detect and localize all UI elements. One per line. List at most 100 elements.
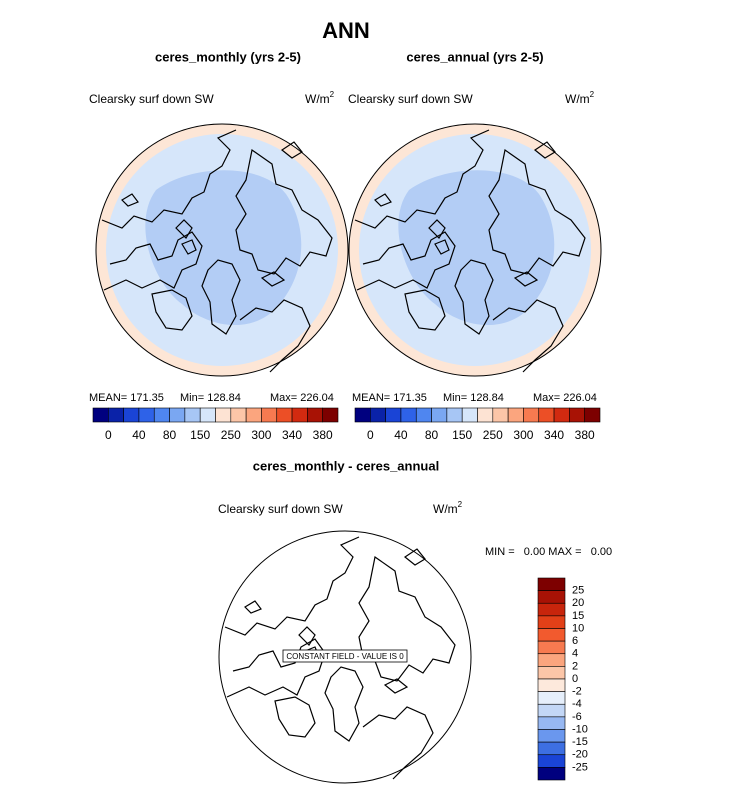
colorbar-box: [199, 407, 216, 423]
units: W/m: [565, 92, 590, 106]
colorbar-box: [537, 716, 566, 730]
colorbar-label: 80: [163, 428, 177, 442]
colorbar-box: [537, 666, 566, 680]
colorbar-box: [123, 407, 140, 423]
colorbar-label: 80: [425, 428, 439, 442]
annotation-box: [282, 649, 408, 663]
colorbar-box: [537, 577, 566, 591]
colorbar-box: [569, 407, 585, 423]
stats: MIN = 0.00 MAX = 0.00: [485, 546, 612, 558]
colorbar-box: [446, 407, 463, 423]
colorbar-box: [537, 653, 566, 667]
colorbar-box: [492, 407, 509, 423]
map-field: [145, 170, 302, 326]
colorbar-box: [523, 407, 540, 423]
colorbar-label: -4: [572, 698, 582, 710]
colorbar-box: [370, 407, 386, 423]
units: W/m: [305, 92, 330, 106]
units-label: W/m2: [433, 500, 463, 516]
colorbar-box: [276, 407, 293, 423]
colorbar-label: 4: [572, 648, 578, 660]
colorbar-box: [169, 407, 186, 423]
colorbar-label: 10: [572, 622, 584, 634]
colorbar-label: 380: [575, 428, 595, 442]
stat-label: Max= 226.04: [270, 392, 334, 404]
colorbar-box: [184, 407, 201, 423]
colorbar-box: [153, 407, 170, 423]
panel-title: ceres_annual (yrs 2-5): [406, 49, 543, 64]
map-field: [398, 170, 555, 326]
units-exponent: 2: [330, 90, 335, 99]
colorbar-label: 0: [367, 428, 374, 442]
units-label: W/m2: [565, 90, 595, 106]
colorbar-box: [307, 407, 323, 423]
colorbar-label: 0: [105, 428, 112, 442]
colorbar-box: [230, 407, 247, 423]
stat-label: Min= 128.84: [180, 392, 241, 404]
variable-label: Clearsky surf down SW: [218, 502, 343, 516]
stat-label: MEAN= 171.35: [352, 392, 427, 404]
colorbar-box: [537, 615, 566, 629]
colorbar-label: 25: [572, 585, 584, 597]
colorbar-label: -2: [572, 686, 582, 698]
colorbar-label: 150: [190, 428, 210, 442]
colorbar-box: [354, 407, 371, 423]
colorbar-box: [537, 602, 566, 617]
colorbar-label: 40: [394, 428, 408, 442]
stat-label: Min= 128.84: [443, 392, 504, 404]
colorbar-box: [385, 407, 402, 423]
colorbar-label: -20: [572, 749, 588, 761]
colorbar-box: [537, 628, 566, 642]
figure-title: ANN: [322, 18, 370, 43]
units-exponent: 2: [458, 500, 463, 509]
stats: MEAN= 171.35 Min= 128.84 Max= 226.04: [352, 392, 597, 404]
polar-map: CONSTANT FIELD - VALUE IS 0: [218, 530, 472, 784]
units: W/m: [433, 502, 458, 516]
colorbar-label: -25: [572, 761, 588, 773]
colorbar-box: [322, 407, 339, 423]
colorbar-box: [400, 407, 417, 423]
colorbar-label: -6: [572, 711, 582, 723]
variable-label: Clearsky surf down SW: [348, 92, 473, 106]
colorbar-label: 0: [572, 673, 578, 685]
colorbar-box: [537, 590, 566, 604]
colorbar-box: [215, 407, 232, 423]
colorbar-box: [461, 407, 478, 423]
polar-map: [95, 123, 349, 377]
map-border: [348, 123, 602, 377]
colorbar-box: [537, 691, 566, 705]
colorbar-label: 300: [251, 428, 271, 442]
colorbar-box: [537, 741, 566, 756]
colorbar: 0 40 80 150 250 300 340 380: [92, 407, 339, 442]
colorbar-box: [537, 729, 566, 743]
polar-map: [348, 123, 602, 377]
colorbar-label: -15: [572, 736, 588, 748]
colorbar-box: [291, 407, 308, 423]
colorbar-box: [537, 678, 566, 692]
colorbar-box: [553, 407, 570, 423]
panel-title: ceres_monthly (yrs 2-5): [155, 49, 301, 64]
colorbar-box: [477, 407, 494, 423]
colorbar-box: [537, 703, 566, 718]
panel-title: ceres_monthly - ceres_annual: [253, 458, 439, 473]
colorbar: 0 40 80 150 250 300 340 380: [354, 407, 601, 442]
colorbar-label: 40: [132, 428, 146, 442]
stat-label: MEAN= 171.35: [89, 392, 164, 404]
colorbar-label: 340: [282, 428, 302, 442]
colorbar-label: 15: [572, 610, 584, 622]
colorbar-box: [538, 407, 555, 423]
colorbar-box: [261, 407, 278, 423]
colorbar-label: 20: [572, 597, 584, 609]
colorbar-label: 6: [572, 635, 578, 647]
colorbar-box: [92, 407, 109, 423]
colorbar-box: [245, 407, 262, 423]
colorbar-label: 250: [483, 428, 503, 442]
colorbar-label: 250: [221, 428, 241, 442]
variable-label: Clearsky surf down SW: [89, 92, 214, 106]
colorbar-box: [507, 407, 524, 423]
colorbar-box: [537, 640, 566, 655]
colorbar-label: 150: [452, 428, 472, 442]
colorbar-label: 380: [313, 428, 333, 442]
